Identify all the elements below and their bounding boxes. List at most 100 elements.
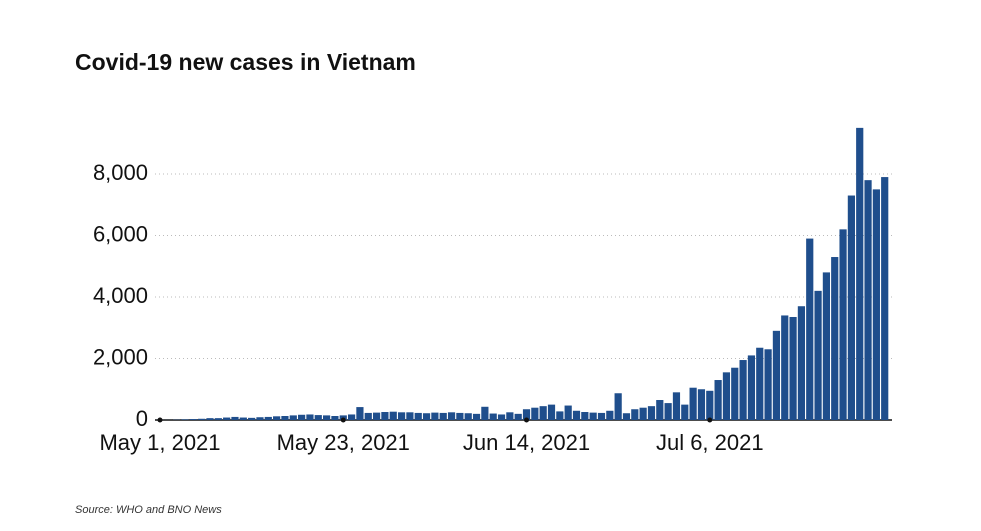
bar <box>431 412 439 420</box>
bar <box>531 407 539 420</box>
bar <box>572 410 581 420</box>
bar <box>364 412 372 420</box>
bar <box>689 387 697 420</box>
bar <box>481 406 489 420</box>
bar <box>822 272 830 420</box>
bar <box>406 412 414 420</box>
bar <box>456 412 464 420</box>
x-tick <box>157 417 163 423</box>
bar <box>331 416 339 420</box>
x-tick-label: Jun 14, 2021 <box>463 430 590 455</box>
bar <box>772 330 781 420</box>
bar <box>764 349 772 420</box>
bar <box>181 419 189 420</box>
bar <box>372 412 381 420</box>
x-tick <box>707 417 713 423</box>
bar <box>647 406 656 420</box>
bar <box>239 417 247 420</box>
bar <box>314 415 322 420</box>
x-tick <box>524 417 530 423</box>
bar <box>414 412 422 420</box>
bar <box>347 414 356 420</box>
chart-title: Covid-19 new cases in Vietnam <box>75 49 416 75</box>
bar <box>756 347 764 420</box>
bar <box>856 127 864 420</box>
bar <box>781 315 789 420</box>
y-tick-label: 0 <box>136 406 148 431</box>
bar <box>731 367 739 420</box>
bar <box>606 410 614 420</box>
bar <box>389 411 397 420</box>
bar <box>298 414 306 420</box>
bar <box>622 413 631 420</box>
bar <box>439 412 447 420</box>
bar <box>231 416 239 420</box>
bar <box>589 412 597 420</box>
bar <box>814 290 822 420</box>
x-tick-label: May 1, 2021 <box>99 430 220 455</box>
bar <box>631 409 639 420</box>
bar <box>881 177 889 420</box>
bar <box>281 416 289 420</box>
bar <box>223 417 231 420</box>
bar <box>547 404 556 420</box>
bar <box>306 414 314 420</box>
bar <box>664 403 672 420</box>
bar <box>706 390 714 420</box>
bar <box>522 409 531 420</box>
bar <box>839 229 847 420</box>
x-tick-label: Jul 6, 2021 <box>656 430 764 455</box>
bar <box>747 355 756 420</box>
bar <box>639 407 647 420</box>
bar <box>289 415 297 420</box>
bar <box>273 416 281 420</box>
bar <box>397 412 406 420</box>
bar <box>556 411 564 420</box>
bar <box>422 413 431 420</box>
x-tick-label: May 23, 2021 <box>277 430 410 455</box>
bar <box>697 389 706 420</box>
bar <box>356 407 364 420</box>
y-tick-label: 6,000 <box>93 221 148 246</box>
bar <box>447 412 456 420</box>
bar <box>789 316 797 420</box>
bar <box>248 417 256 420</box>
bar <box>506 412 514 420</box>
bar <box>539 406 547 420</box>
bar <box>256 417 264 420</box>
bar <box>806 238 814 420</box>
bar <box>614 393 622 420</box>
bar <box>214 418 222 420</box>
bar <box>472 413 481 420</box>
bar <box>189 419 197 420</box>
bar <box>581 412 589 420</box>
bar <box>264 416 272 420</box>
bar <box>564 405 572 420</box>
bar <box>714 380 722 420</box>
bar <box>864 180 872 420</box>
bar <box>464 413 472 420</box>
source: Source: WHO and BNO News <box>75 504 222 516</box>
bar <box>206 418 214 420</box>
bar <box>797 306 806 420</box>
bar <box>672 392 681 420</box>
y-tick-label: 8,000 <box>93 160 148 185</box>
y-tick-label: 2,000 <box>93 344 148 369</box>
bar <box>872 189 880 420</box>
bar <box>514 413 522 420</box>
bar <box>381 412 389 420</box>
bar <box>847 195 855 420</box>
bar <box>489 413 497 420</box>
bar <box>831 257 839 420</box>
bar <box>722 372 731 420</box>
bar <box>323 415 331 420</box>
x-tick <box>340 417 346 423</box>
y-tick-label: 4,000 <box>93 283 148 308</box>
bar <box>681 404 689 420</box>
bar <box>597 412 606 420</box>
bar <box>198 418 206 420</box>
bar <box>656 400 664 420</box>
bar <box>739 360 747 420</box>
